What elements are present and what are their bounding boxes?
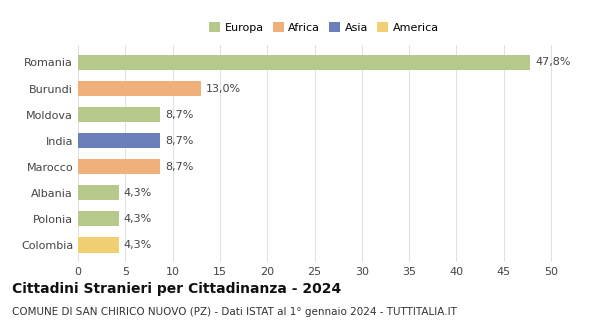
Text: 47,8%: 47,8% xyxy=(535,58,571,68)
Text: 4,3%: 4,3% xyxy=(124,214,152,224)
Bar xyxy=(78,55,530,70)
Text: COMUNE DI SAN CHIRICO NUOVO (PZ) - Dati ISTAT al 1° gennaio 2024 - TUTTITALIA.IT: COMUNE DI SAN CHIRICO NUOVO (PZ) - Dati … xyxy=(12,307,457,317)
Bar xyxy=(78,211,119,227)
Text: 4,3%: 4,3% xyxy=(124,188,152,198)
Bar xyxy=(78,133,160,148)
Legend: Europa, Africa, Asia, America: Europa, Africa, Asia, America xyxy=(207,20,441,35)
Text: 8,7%: 8,7% xyxy=(165,136,193,146)
Bar xyxy=(78,81,201,96)
Bar xyxy=(78,159,160,174)
Text: 8,7%: 8,7% xyxy=(165,162,193,172)
Text: 13,0%: 13,0% xyxy=(206,84,241,93)
Bar xyxy=(78,237,119,252)
Bar xyxy=(78,107,160,122)
Text: Cittadini Stranieri per Cittadinanza - 2024: Cittadini Stranieri per Cittadinanza - 2… xyxy=(12,282,341,296)
Text: 8,7%: 8,7% xyxy=(165,109,193,120)
Text: 4,3%: 4,3% xyxy=(124,240,152,250)
Bar xyxy=(78,185,119,200)
